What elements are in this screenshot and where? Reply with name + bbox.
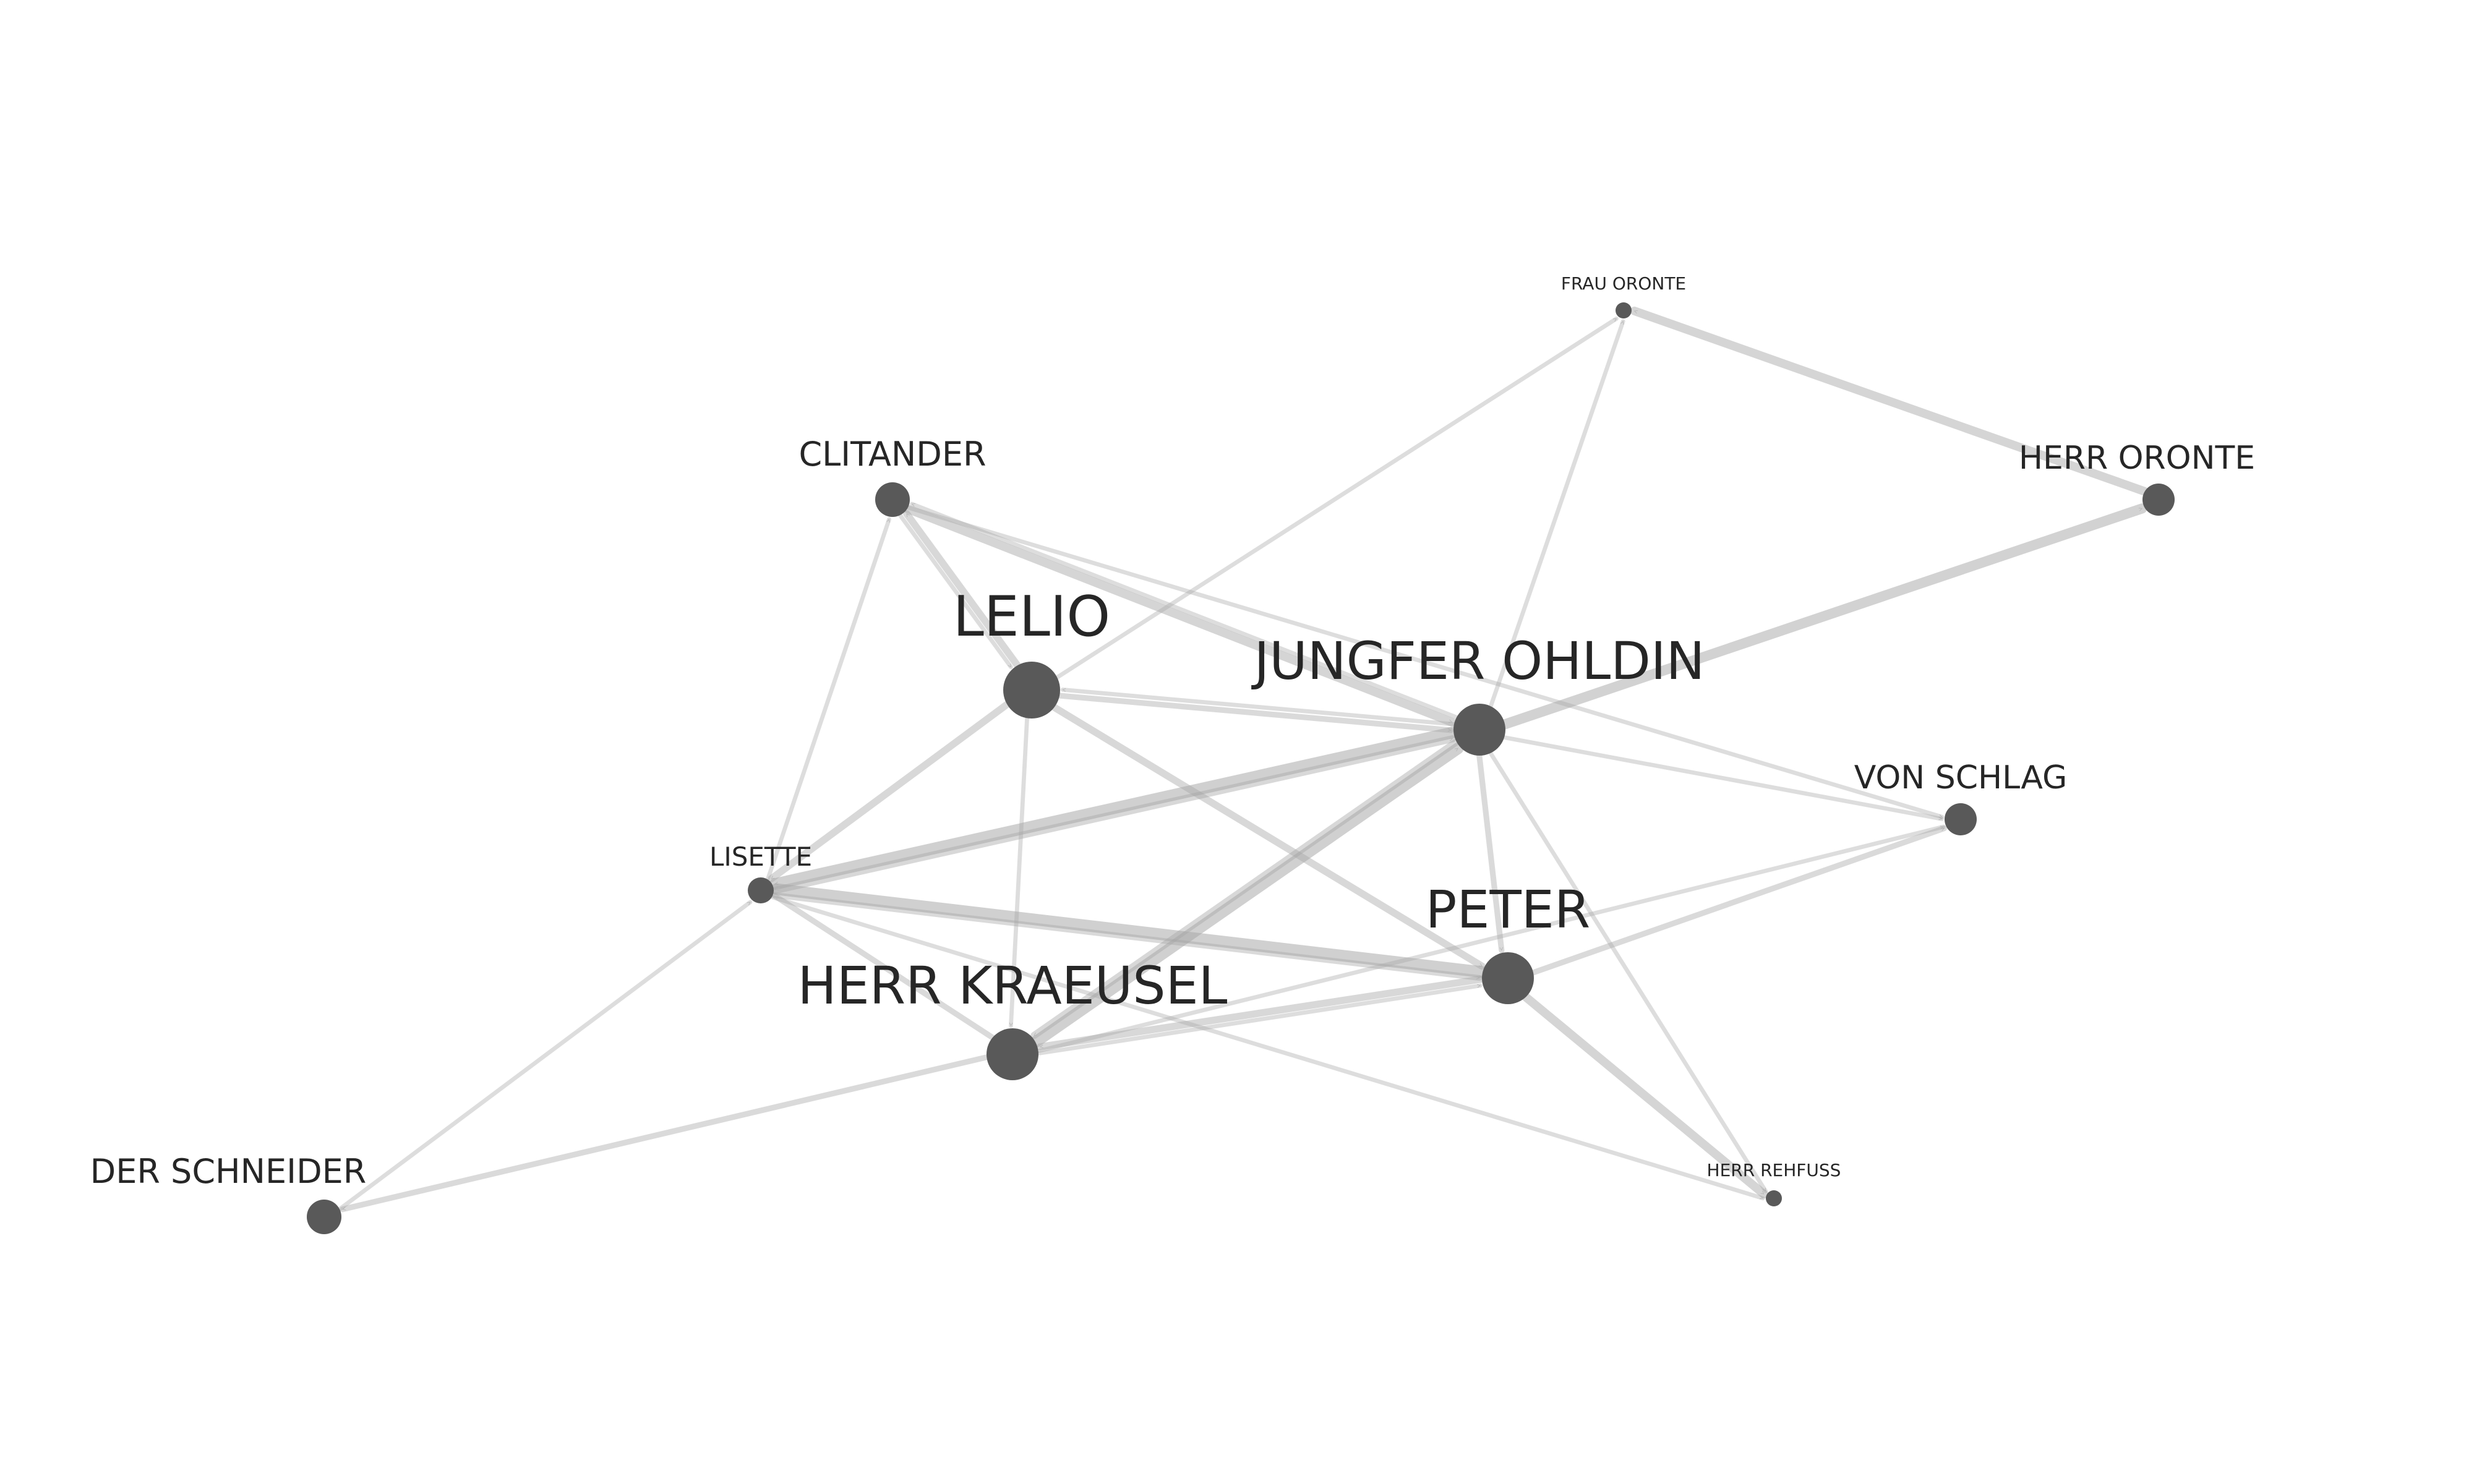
node-label-herr_kraeusel: HERR KRAEUSEL [798,955,1228,1016]
edge-lisette-to-herr_rehfuss [770,895,1765,1201]
node-lisette[interactable] [748,877,774,903]
edge-peter-to-herr_kraeusel [1036,975,1486,1051]
node-label-der_schneider: DER SCHNEIDER [90,1152,367,1191]
node-label-von_schlag: VON SCHLAG [1854,759,2068,796]
edge-lelio-to-frau_oronte [1055,316,1619,680]
edge-der_schneider-to-lisette [338,900,753,1211]
edge-jungfer_ohldin-to-von_schlag [1502,735,1944,821]
labels-layer: FRAU ORONTE HERR ORONTE CLITANDER LELIO JUNG… [90,273,2255,1191]
node-clitander[interactable] [875,482,910,517]
edge-jungfer_ohldin-to-lisette [769,726,1460,890]
edge-jungfer_ohldin-to-herr_kraeusel [1030,738,1460,1039]
edge-peter-to-lisette [771,883,1489,978]
node-von_schlag[interactable] [1945,803,1977,835]
edges-layer [338,306,2149,1213]
node-herr_kraeusel[interactable] [987,1028,1038,1080]
edge-lelio-to-peter [1050,704,1486,970]
node-jungfer_ohldin[interactable] [1453,704,1505,756]
node-herr_oronte[interactable] [2142,484,2175,516]
node-lelio[interactable] [1003,662,1060,719]
node-label-lisette: LISETTE [709,842,812,872]
edge-jungfer_ohldin-to-peter [1476,753,1505,953]
node-label-jungfer_ohldin: JUNGFER OHLDIN [1251,631,1705,691]
node-label-herr_oronte: HERR ORONTE [2019,440,2255,477]
node-label-herr_rehfuss: HERR REHFUSS [1707,1160,1841,1180]
node-peter[interactable] [1482,952,1534,1004]
edge-jungfer_ohldin-to-lelio [1060,688,1457,727]
node-herr_rehfuss[interactable] [1766,1190,1782,1206]
edge-clitander-to-von_schlag [905,505,1945,819]
edge-lisette-to-peter [770,892,1483,981]
node-label-lelio: LELIO [953,584,1111,649]
node-label-frau_oronte: FRAU ORONTE [1561,273,1686,294]
edge-herr_kraeusel-to-jungfer_ohldin [1029,742,1464,1048]
edge-herr_kraeusel-to-peter [1036,983,1483,1055]
node-frau_oronte[interactable] [1616,302,1632,318]
nodes-layer [307,302,2175,1234]
edge-jungfer_ohldin-to-frau_oronte [1488,319,1625,709]
edge-lelio-to-herr_kraeusel [1009,716,1029,1028]
edge-jungfer_ohldin-to-clitander [910,501,1459,720]
edge-lelio-to-lisette [768,701,1011,882]
edge-herr_kraeusel-to-von_schlag [1036,824,1946,1054]
edge-lisette-to-jungfer_ohldin [770,735,1457,895]
node-der_schneider[interactable] [307,1200,341,1234]
edge-lelio-to-clitander [903,510,1021,669]
node-label-peter: PETER [1426,879,1590,940]
edge-jungfer_ohldin-to-herr_rehfuss [1488,751,1768,1193]
edge-lelio-to-jungfer_ohldin [1056,693,1454,733]
edge-herr_kraeusel-to-der_schneider [340,1054,990,1213]
edge-lisette-to-clitander [766,517,891,882]
edge-jungfer_ohldin-to-herr_oronte [1500,503,2147,730]
edge-clitander-to-jungfer_ohldin [903,504,1457,727]
edge-herr_kraeusel-to-lisette [773,893,996,1041]
node-label-clitander: CLITANDER [798,435,986,474]
edge-peter-to-herr_rehfuss [1522,992,1768,1199]
edge-clitander-to-lelio [898,513,1013,669]
edge-herr_oronte-to-frau_oronte [1630,306,2149,496]
edge-peter-to-von_schlag [1530,825,1947,976]
